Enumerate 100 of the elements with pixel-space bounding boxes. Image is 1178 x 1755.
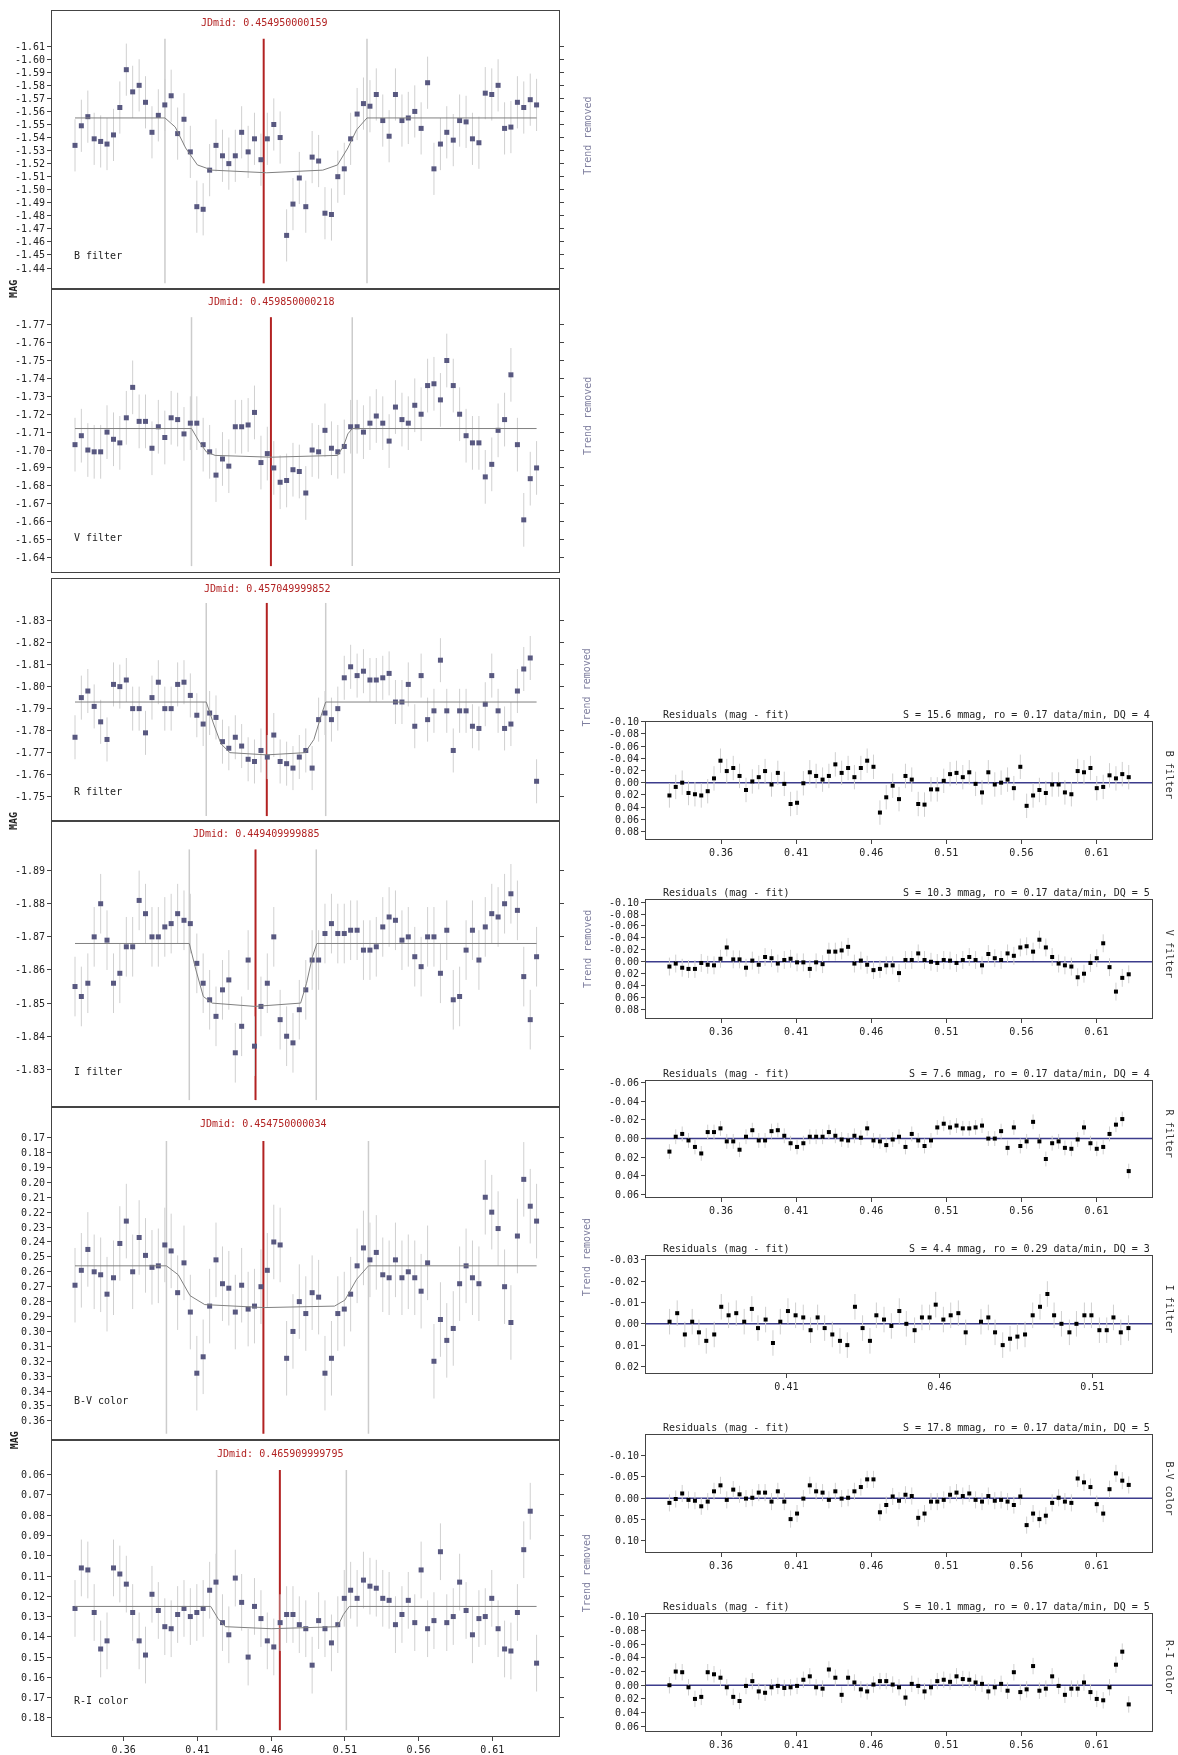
y-tick-label: -0.06	[608, 1077, 639, 1089]
annotation: B-V color	[74, 1395, 129, 1406]
chart-subtitle: S = 10.3 mmag, ro = 0.17 data/min, DQ = 5	[903, 887, 1150, 898]
ref-line-label: JDmid: 0.457049999852	[204, 583, 331, 594]
y-tick-label: 0.15	[20, 1651, 45, 1663]
x-tick-label: 0.61	[480, 1744, 505, 1755]
x-tick-label: 0.56	[1009, 1026, 1034, 1038]
y-tick-label: -1.77	[14, 319, 45, 331]
y-tick-label: 0.31	[20, 1340, 45, 1352]
x-tick-label: 0.61	[1084, 1205, 1109, 1217]
x-tick-label: 0.56	[1009, 1560, 1034, 1572]
y-tick-label: -1.71	[14, 426, 45, 438]
y-tick-label: 0.33	[20, 1370, 45, 1382]
y-tick-label: 0.17	[20, 1132, 45, 1144]
y-tick-label: -0.02	[608, 944, 639, 956]
y-tick-label: -0.02	[608, 764, 639, 776]
y-tick-label: -1.58	[14, 79, 45, 91]
annotation: R filter	[74, 786, 123, 797]
y-tick-label: 0.06	[614, 813, 639, 825]
x-tick-label: 0.56	[1009, 1205, 1034, 1217]
x-tick-label: 0.61	[1084, 1739, 1109, 1751]
x-tick-label: 0.36	[709, 1205, 734, 1217]
ref-line-label: JDmid: 0.459850000218	[208, 296, 335, 307]
y-tick-label: -1.70	[14, 444, 45, 456]
x-tick-label: 0.36	[709, 1739, 734, 1751]
y-tick-label: 0.10	[20, 1550, 45, 1562]
y-tick-label: -1.66	[14, 516, 45, 528]
ref-line-label: JDmid: 0.449409999885	[193, 828, 320, 839]
y-tick-label: -1.46	[14, 236, 45, 248]
y-tick-label: -1.52	[14, 158, 45, 170]
y-tick-label: 0.22	[20, 1206, 45, 1218]
x-tick-label: 0.36	[111, 1744, 136, 1755]
x-tick-label: 0.41	[784, 1560, 809, 1572]
chart-title: Residuals (mag - fit)	[663, 887, 790, 898]
x-tick-label: 0.46	[259, 1744, 284, 1755]
y-tick-label: 0.12	[20, 1590, 45, 1602]
y-tick-label: -1.56	[14, 105, 45, 117]
x-tick-label: 0.56	[406, 1744, 431, 1755]
x-tick-label: 0.36	[709, 1026, 734, 1038]
annotation: R-I color	[74, 1695, 129, 1706]
y-tick-label: -1.45	[14, 249, 45, 261]
y-tick-label: -1.50	[14, 184, 45, 196]
y-tick-label: -1.77	[14, 747, 45, 759]
x-tick-label: 0.56	[1009, 846, 1034, 858]
y-tick-label: 0.02	[614, 1151, 639, 1163]
y-tick-label: -1.75	[14, 791, 45, 803]
y-tick-label: -1.44	[14, 262, 45, 274]
y-tick-label: 0.24	[20, 1236, 45, 1248]
y-tick-label: 0.06	[614, 992, 639, 1004]
y-tick-label: -1.87	[14, 931, 45, 943]
text: Trend removed	[581, 376, 593, 455]
text: Trend removed	[581, 909, 593, 988]
text: Trend removed	[581, 1533, 593, 1613]
y-tick-label: 0.00	[614, 1492, 639, 1504]
line-series	[74, 1605, 538, 1630]
y-tick-label: 0.36	[20, 1415, 45, 1427]
text: Trend removed	[581, 648, 593, 727]
y-tick-label: -1.86	[14, 964, 45, 976]
chart-title: Residuals (mag - fit)	[663, 709, 790, 720]
y-tick-label: 0.26	[20, 1266, 45, 1278]
x-tick-label: 0.46	[859, 1026, 884, 1038]
x-tick-label: 0.51	[332, 1744, 357, 1755]
chart-subtitle: S = 4.4 mmag, ro = 0.29 data/min, DQ = 3	[909, 1243, 1150, 1254]
y-tick-label: -1.67	[14, 498, 45, 510]
y-tick-label: -1.48	[14, 210, 45, 222]
y-tick-label: -1.72	[14, 408, 45, 420]
text: R filter	[1163, 1109, 1175, 1158]
y-tick-label: 0.17	[20, 1692, 45, 1704]
x-tick-label: 0.36	[709, 1560, 734, 1572]
x-tick-label: 0.51	[934, 1205, 959, 1217]
y-tick-label: -1.76	[14, 337, 45, 349]
y-tick-label: 0.05	[614, 1514, 639, 1526]
x-tick-label: 0.36	[709, 846, 734, 858]
y-tick-label: -1.54	[14, 132, 45, 144]
y-tick-label: -1.59	[14, 66, 45, 78]
y-tick-label: -0.04	[608, 932, 639, 944]
chart-subtitle: S = 7.6 mmag, ro = 0.17 data/min, DQ = 4	[909, 1068, 1150, 1079]
y-tick-label: 0.11	[20, 1570, 45, 1582]
ref-line-label: JDmid: 0.465909999795	[217, 1448, 344, 1459]
y-tick-label: -0.02	[608, 1666, 639, 1678]
y-tick-label: 0.04	[614, 980, 639, 992]
y-tick-label: 0.23	[20, 1221, 45, 1233]
y-tick-label: 0.19	[20, 1161, 45, 1173]
y-tick-label: 0.13	[20, 1611, 45, 1623]
y-tick-label: -1.89	[14, 865, 45, 877]
x-tick-label: 0.46	[859, 1560, 884, 1572]
y-tick-label: 0.27	[20, 1281, 45, 1293]
x-tick-label: 0.56	[1009, 1739, 1034, 1751]
y-tick-label: -0.06	[608, 920, 639, 932]
x-tick-label: 0.51	[934, 1560, 959, 1572]
x-tick-label: 0.41	[185, 1744, 210, 1755]
y-tick-label: -1.81	[14, 659, 45, 671]
annotation: V filter	[74, 532, 123, 543]
y-tick-label: -0.10	[608, 1449, 639, 1461]
y-tick-label: 0.02	[614, 1360, 639, 1372]
y-axis-title: MAG	[8, 1431, 20, 1450]
y-tick-label: 0.06	[614, 1720, 639, 1732]
y-tick-label: -1.53	[14, 145, 45, 157]
y-tick-label: 0.00	[614, 777, 639, 789]
y-tick-label: 0.18	[20, 1147, 45, 1159]
